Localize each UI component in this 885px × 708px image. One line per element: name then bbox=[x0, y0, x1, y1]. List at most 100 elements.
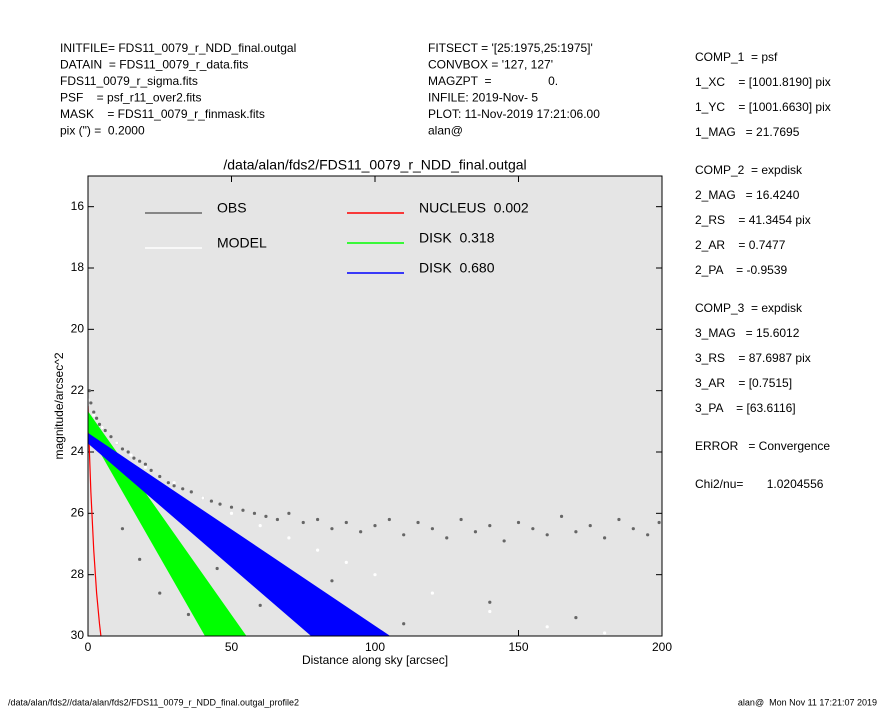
data-point bbox=[603, 631, 607, 635]
header-line: INFILE: 2019-Nov- 5 bbox=[428, 91, 538, 105]
data-point bbox=[252, 511, 257, 515]
footer-left: /data/alan/fds2//data/alan/fds2/FDS11_00… bbox=[8, 697, 299, 707]
header-line: MASK = FDS11_0079_r_finmask.fits bbox=[60, 107, 265, 121]
header-line: FITSECT = '[25:1975,25:1975]' bbox=[428, 41, 593, 55]
header-line: DATAIN = FDS11_0079_r_data.fits bbox=[60, 58, 248, 72]
x-tick-label: 100 bbox=[365, 640, 385, 654]
panel-line: Chi2/nu= 1.0204556 bbox=[695, 477, 824, 491]
data-point bbox=[402, 622, 406, 626]
panel-line: 3_AR = [0.7515] bbox=[695, 376, 792, 390]
data-point bbox=[488, 609, 492, 614]
data-point bbox=[264, 514, 268, 519]
data-point bbox=[126, 450, 130, 454]
data-point bbox=[545, 533, 549, 537]
panel-line: 3_PA = [63.6116] bbox=[695, 401, 796, 415]
data-point bbox=[430, 527, 434, 531]
panel-line: ERROR = Convergence bbox=[695, 439, 830, 453]
data-point bbox=[459, 517, 463, 522]
data-point bbox=[88, 389, 92, 393]
data-point bbox=[143, 462, 147, 466]
data-point bbox=[103, 428, 107, 433]
x-tick-label: 200 bbox=[652, 640, 672, 654]
data-point bbox=[445, 536, 449, 540]
data-point bbox=[241, 508, 245, 512]
y-tick-label: 16 bbox=[71, 199, 85, 213]
legend-label: MODEL bbox=[217, 235, 267, 251]
footer-right: alan@ Mon Nov 11 17:21:07 2019 bbox=[738, 697, 877, 707]
data-point bbox=[158, 591, 162, 595]
data-point bbox=[631, 527, 635, 531]
component-band bbox=[88, 432, 390, 636]
data-point bbox=[488, 600, 492, 604]
data-point bbox=[229, 511, 234, 515]
data-point bbox=[359, 530, 363, 534]
header-line: pix (") = 0.2000 bbox=[60, 124, 145, 138]
data-point bbox=[89, 401, 93, 405]
x-tick-label: 0 bbox=[85, 640, 92, 654]
data-point bbox=[344, 520, 348, 525]
data-point bbox=[646, 533, 650, 537]
data-point bbox=[218, 502, 222, 506]
header-line: PLOT: 11-Nov-2019 17:21:06.00 bbox=[428, 107, 600, 121]
data-point bbox=[100, 425, 104, 430]
data-point bbox=[138, 459, 142, 463]
panel-line: 2_PA = -0.9539 bbox=[695, 263, 788, 277]
data-point bbox=[115, 441, 119, 445]
data-point bbox=[132, 456, 136, 460]
data-point bbox=[502, 539, 506, 543]
data-point bbox=[402, 533, 406, 537]
data-point bbox=[189, 490, 193, 494]
panel-line: COMP_3 = expdisk bbox=[695, 301, 803, 315]
data-point bbox=[330, 579, 334, 583]
data-point bbox=[287, 536, 291, 540]
data-point bbox=[373, 573, 377, 577]
data-point bbox=[617, 517, 621, 522]
data-point bbox=[215, 566, 219, 571]
data-point bbox=[416, 520, 420, 525]
header-line: INITFILE= FDS11_0079_r_NDD_final.outgal bbox=[60, 41, 296, 55]
data-point bbox=[430, 591, 434, 595]
data-point bbox=[138, 557, 142, 561]
y-axis-label: magnitude/arcsec^2 bbox=[52, 352, 66, 459]
y-tick-label: 20 bbox=[71, 322, 85, 336]
data-point bbox=[588, 524, 592, 528]
data-point bbox=[387, 517, 391, 522]
data-point bbox=[559, 514, 564, 519]
data-point bbox=[275, 517, 280, 522]
data-point bbox=[316, 548, 320, 552]
y-tick-label: 28 bbox=[71, 567, 85, 581]
panel-line: 1_MAG = 21.7695 bbox=[695, 125, 800, 139]
data-point bbox=[92, 410, 96, 414]
data-point bbox=[129, 453, 133, 457]
data-point bbox=[209, 499, 214, 503]
data-point bbox=[143, 465, 147, 469]
header-line: alan@ bbox=[428, 124, 463, 138]
plot-frame bbox=[87, 175, 663, 637]
data-point bbox=[158, 474, 162, 479]
data-point bbox=[488, 524, 492, 528]
data-point bbox=[120, 447, 125, 451]
data-point bbox=[166, 481, 170, 485]
data-point bbox=[109, 435, 113, 439]
header-line: CONVBOX = '127, 127' bbox=[428, 58, 553, 72]
data-point bbox=[95, 416, 99, 420]
panel-line: 3_RS = 87.6987 pix bbox=[695, 351, 811, 365]
data-point bbox=[229, 505, 234, 509]
y-tick-label: 24 bbox=[71, 444, 85, 458]
data-point bbox=[316, 517, 320, 522]
data-point bbox=[473, 530, 478, 534]
data-point bbox=[181, 487, 185, 491]
header-line: MAGZPT = 0. bbox=[428, 74, 558, 88]
y-tick-label: 18 bbox=[71, 260, 85, 274]
panel-line: 3_MAG = 15.6012 bbox=[695, 326, 800, 340]
x-tick-label: 150 bbox=[508, 640, 528, 654]
panel-line: 2_AR = 0.7477 bbox=[695, 238, 786, 252]
panel-line: COMP_2 = expdisk bbox=[695, 163, 803, 177]
legend-label: DISK 0.680 bbox=[419, 260, 495, 276]
x-tick-label: 50 bbox=[225, 640, 239, 654]
panel-line: COMP_1 = psf bbox=[695, 50, 778, 64]
profile-line bbox=[88, 405, 102, 636]
panel-line: 1_YC = [1001.6630] pix bbox=[695, 100, 831, 114]
data-point bbox=[172, 484, 176, 488]
legend-label: OBS bbox=[217, 200, 247, 216]
